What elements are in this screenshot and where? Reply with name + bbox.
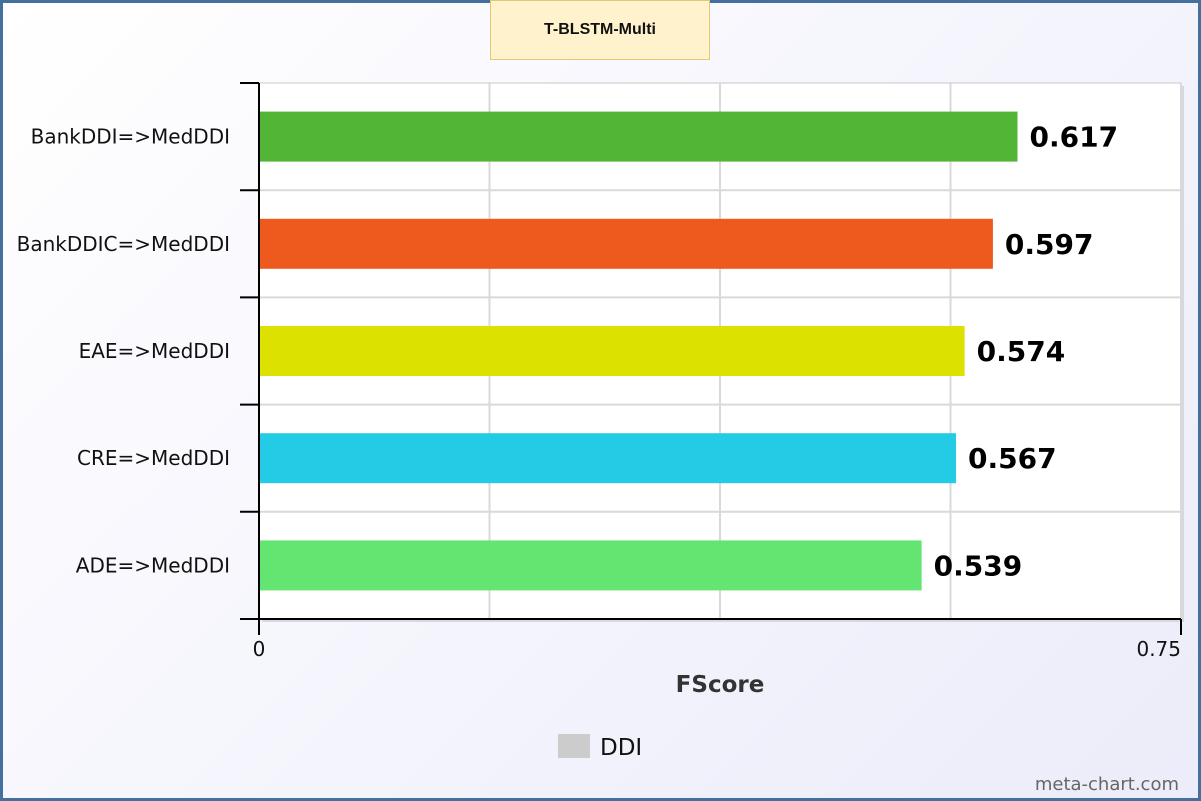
data-label: 0.574 (977, 335, 1066, 368)
x-tick-label: 0.75 (1136, 637, 1181, 661)
labels: 0.617 BankDDI=>MedDDI 0.597 BankDDIC=>MedDD… (17, 121, 1181, 661)
category-label: BankDDI=>MedDDI (31, 125, 230, 149)
data-label: 0.617 (1029, 121, 1118, 154)
watermark: meta-chart.com (1035, 774, 1179, 795)
category-label: EAE=>MedDDI (79, 339, 230, 363)
bar[interactable] (259, 326, 965, 376)
legend[interactable]: DDI (558, 734, 642, 761)
data-label: 0.539 (934, 549, 1023, 582)
x-tick-label: 0 (253, 637, 266, 661)
bars (259, 111, 1018, 591)
bar[interactable] (259, 540, 922, 591)
category-label: CRE=>MedDDI (77, 446, 230, 470)
x-axis-title: FScore (676, 672, 765, 698)
axes (240, 82, 1182, 635)
chart-title: T-BLSTM-Multi (490, 0, 710, 60)
category-label: BankDDIC=>MedDDI (17, 232, 230, 256)
category-label: ADE=>MedDDI (76, 553, 230, 577)
bar[interactable] (259, 433, 957, 484)
data-label: 0.567 (968, 442, 1057, 475)
legend-label-ddi[interactable]: DDI (600, 735, 642, 761)
bar[interactable] (259, 111, 1018, 162)
data-label: 0.597 (1005, 228, 1094, 261)
legend-swatch-ddi[interactable] (558, 734, 590, 758)
bar[interactable] (259, 218, 993, 269)
